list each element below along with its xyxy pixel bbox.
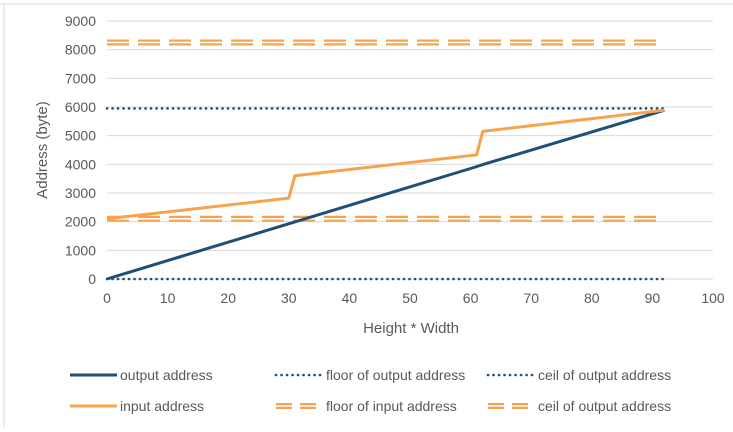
reference-lines-layer	[105, 39, 666, 281]
x-tick-label: 60	[463, 290, 479, 306]
series-output-address-0-line	[106, 108, 665, 281]
y-tick-label: 0	[88, 271, 96, 287]
legend-label: floor of output address	[326, 367, 465, 383]
y-tick-label: 8000	[65, 42, 96, 58]
legend-label: output address	[120, 367, 213, 383]
x-tick-label: 90	[645, 290, 661, 306]
legend-label: input address	[120, 398, 204, 414]
x-tick-label: 40	[342, 290, 358, 306]
x-tick-label: 100	[701, 290, 725, 306]
legend-label: ceil of output address	[538, 398, 671, 414]
legend-item: floor of input address	[276, 398, 457, 414]
series-input-address-3	[106, 108, 665, 221]
legend-label: ceil of output address	[538, 367, 671, 383]
legend-item: ceil of output address	[488, 398, 671, 414]
y-tick-label: 3000	[65, 185, 96, 201]
legend-item: input address	[70, 398, 204, 414]
series-input-address-3-line	[106, 108, 665, 221]
x-axis-title: Height * Width	[363, 320, 459, 337]
x-tick-label: 20	[220, 290, 236, 306]
grid-layer	[107, 20, 713, 280]
series-layer	[106, 108, 665, 281]
y-tick-label: 1000	[65, 242, 96, 258]
legend-item: output address	[70, 367, 213, 383]
y-axis-title: Address (byte)	[34, 101, 51, 199]
y-tick-label: 2000	[65, 214, 96, 230]
legend: output address floor of output address cei…	[70, 367, 671, 414]
x-tick-label: 70	[523, 290, 539, 306]
legend-item: ceil of output address	[486, 367, 671, 383]
x-tick-label: 30	[281, 290, 297, 306]
x-tick-label: 0	[103, 290, 111, 306]
y-tick-label: 5000	[65, 128, 96, 144]
x-tick-label: 80	[584, 290, 600, 306]
series-output-address-0	[106, 108, 665, 281]
x-tick-label: 50	[402, 290, 418, 306]
y-tick-label: 9000	[65, 13, 96, 29]
y-tick-labels: 0 1000 2000 3000 4000 5000 6000 7000 8000 9000	[65, 13, 96, 287]
y-tick-label: 7000	[65, 70, 96, 86]
y-tick-label: 4000	[65, 156, 96, 172]
x-tick-label: 10	[160, 290, 176, 306]
x-tick-labels: 0 10 20 30 40 50 60 70 80 90 100	[103, 290, 725, 306]
y-tick-label: 6000	[65, 99, 96, 115]
legend-item: floor of output address	[274, 367, 465, 383]
legend-label: floor of input address	[326, 398, 457, 414]
